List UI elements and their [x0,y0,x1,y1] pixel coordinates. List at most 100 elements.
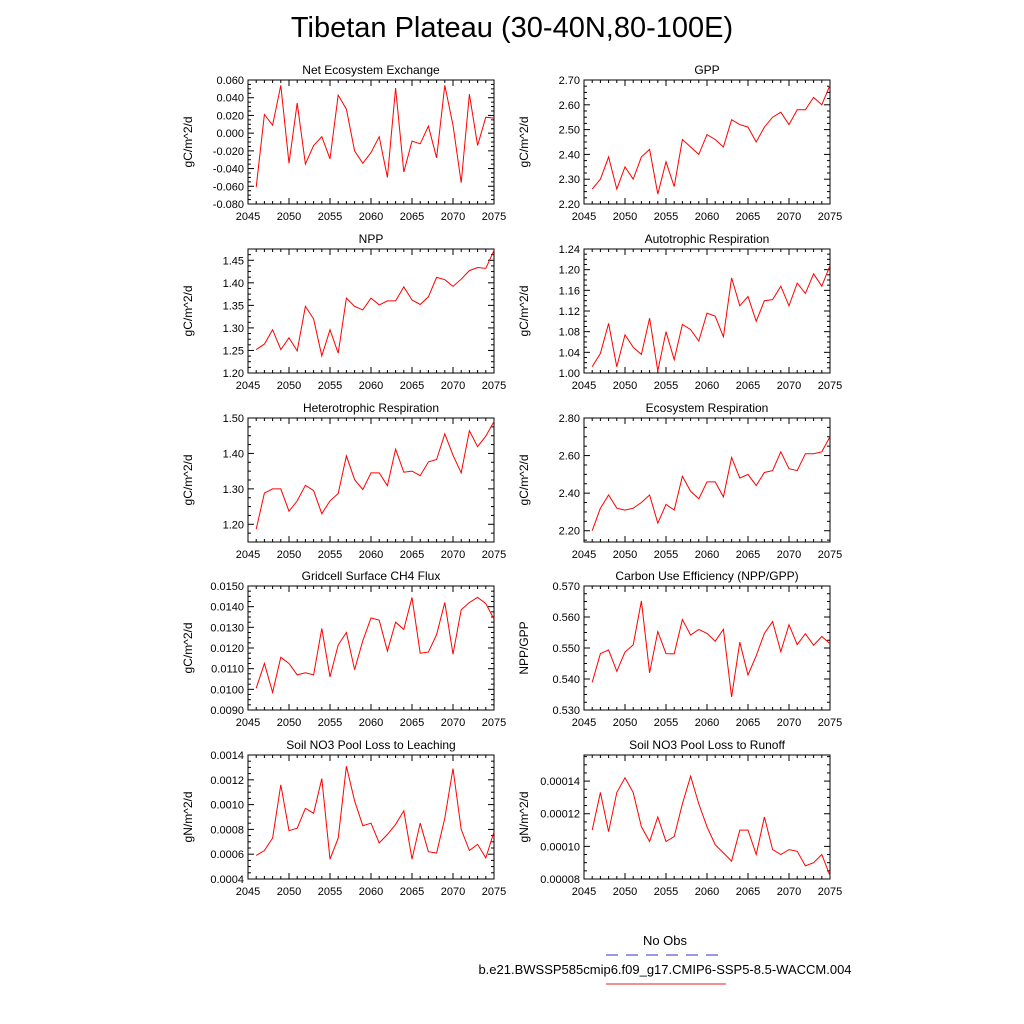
x-tick-label: 2075 [482,549,506,561]
x-tick-label: 2055 [318,549,342,561]
x-tick-label: 2065 [400,549,424,561]
series-line [255,596,495,695]
y-tick-label: 0.040 [216,93,244,105]
y-tick-label: 1.08 [559,327,580,339]
x-tick-label: 2065 [400,717,424,729]
x-tick-label: 2060 [359,886,383,898]
chart-panel: Soil NO3 Pool Loss to Leaching gN/m^2/d 20… [181,738,506,898]
y-tick-label: 2.50 [559,125,580,137]
x-tick-label: 2075 [482,886,506,898]
x-tick-label: 2060 [695,380,719,392]
y-tick-label: 1.45 [223,255,244,267]
x-tick-label: 2050 [613,549,637,561]
x-tick-label: 2060 [695,886,719,898]
y-axis-label: gC/m^2/d [181,117,195,168]
series-line [591,600,831,698]
figure-title: Tibetan Plateau (30-40N,80-100E) [290,12,734,44]
x-tick-label: 2060 [695,549,719,561]
x-tick-label: 2050 [277,717,301,729]
y-tick-label: 0.570 [552,581,580,593]
series-line [255,421,495,530]
series-line [591,84,831,195]
x-tick-label: 2075 [818,549,842,561]
y-tick-label: 0.0150 [210,581,244,593]
x-tick-label: 2050 [613,380,637,392]
y-tick-label: 0.0130 [210,622,244,634]
chart-panel: NPP gC/m^2/d 2045 2050 2055 2060 2065 2070 2075 1… [181,232,506,392]
x-tick-label: 2045 [572,717,596,729]
x-tick-label: 2075 [818,211,842,223]
x-tick-label: 2055 [654,549,678,561]
x-tick-label: 2060 [695,717,719,729]
x-tick-label: 2060 [359,211,383,223]
x-tick-label: 2055 [318,380,342,392]
x-tick-label: 2070 [777,549,801,561]
chart-panel: Ecosystem Respiration gC/m^2/d 2045 2050 205… [517,401,842,561]
x-tick-label: 2045 [236,717,260,729]
x-tick-label: 2065 [736,886,760,898]
y-tick-label: 2.20 [559,199,580,211]
y-tick-label: 2.20 [559,526,580,538]
series-line [255,766,495,860]
x-tick-label: 2065 [736,549,760,561]
chart-panel: Soil NO3 Pool Loss to Runoff gN/m^2/d 2045… [517,738,842,898]
y-tick-label: 0.00010 [540,841,580,853]
x-tick-label: 2075 [818,717,842,729]
series-line [591,436,831,531]
y-tick-label: 2.40 [559,149,580,161]
y-axis-label: gC/m^2/d [181,623,195,674]
y-axis-label: gN/m^2/d [517,792,531,843]
y-tick-label: 2.60 [559,100,580,112]
legend-obs-label: No Obs [642,933,688,948]
x-tick-label: 2055 [654,211,678,223]
x-tick-label: 2065 [400,211,424,223]
x-tick-label: 2055 [318,886,342,898]
x-tick-label: 2050 [613,211,637,223]
y-tick-label: 0.560 [552,612,580,624]
x-tick-label: 2050 [613,717,637,729]
x-tick-label: 2045 [236,549,260,561]
x-tick-label: 2075 [818,380,842,392]
x-tick-label: 2065 [736,717,760,729]
y-tick-label: 0.0012 [210,775,244,787]
y-tick-label: 1.30 [223,323,244,335]
x-tick-label: 2045 [572,886,596,898]
x-tick-label: 2050 [277,380,301,392]
y-tick-label: 0.060 [216,75,244,87]
y-axis-label: gC/m^2/d [517,286,531,337]
series-line [255,85,495,188]
y-axis-label: NPP/GPP [517,621,531,674]
y-tick-label: 1.40 [223,448,244,460]
y-tick-label: 1.30 [223,484,244,496]
y-tick-label: 1.20 [223,368,244,380]
y-tick-label: 1.00 [559,368,580,380]
x-tick-label: 2070 [777,380,801,392]
y-tick-label: 2.80 [559,413,580,425]
chart-panel: Gridcell Surface CH4 Flux gC/m^2/d 2045 205… [181,569,506,729]
panel-title: Carbon Use Efficiency (NPP/GPP) [615,569,798,583]
x-tick-label: 2065 [400,886,424,898]
series-line [591,265,831,372]
x-tick-label: 2065 [736,211,760,223]
chart-panel: Heterotrophic Respiration gC/m^2/d 2045 205… [181,401,506,561]
x-tick-label: 2045 [572,549,596,561]
y-tick-label: 0.00008 [540,874,580,886]
y-tick-label: 0.0090 [210,705,244,717]
y-tick-label: 1.24 [559,244,580,256]
y-axis-label: gN/m^2/d [181,792,195,843]
panel-title: Net Ecosystem Exchange [302,63,440,77]
x-tick-label: 2055 [654,380,678,392]
legend-model-label: b.e21.BWSSP585cmip6.f09_g17.CMIP6-SSP5-8… [478,962,852,977]
y-tick-label: 0.530 [552,705,580,717]
y-tick-label: 2.70 [559,75,580,87]
x-tick-label: 2050 [613,886,637,898]
y-tick-label: 1.35 [223,300,244,312]
x-tick-label: 2045 [572,211,596,223]
panel-title: GPP [694,63,719,77]
series-line [591,774,831,876]
panel-title: Heterotrophic Respiration [303,401,439,415]
y-tick-label: 2.30 [559,174,580,186]
y-tick-label: -0.020 [213,146,244,158]
